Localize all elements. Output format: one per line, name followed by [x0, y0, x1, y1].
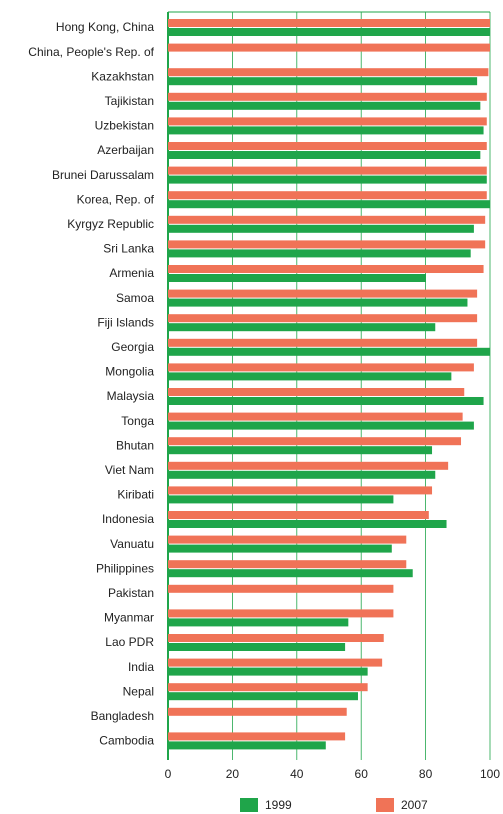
- bar: [168, 117, 487, 126]
- bar: [168, 347, 490, 356]
- bar: [168, 683, 368, 692]
- bar: [168, 388, 465, 396]
- bar: [168, 363, 474, 372]
- x-tick-label: 60: [355, 767, 369, 781]
- y-tick-label: Indonesia: [102, 512, 154, 526]
- y-tick-label: Brunei Darussalam: [52, 168, 154, 182]
- bar: [168, 323, 436, 332]
- y-tick-label: Kazakhstan: [91, 69, 154, 83]
- y-tick-label: Uzbekistan: [95, 119, 154, 133]
- bar: [168, 215, 486, 224]
- legend-swatch: [240, 798, 258, 812]
- bar: [168, 511, 429, 519]
- bar: [168, 520, 447, 528]
- y-tick-label: Philippines: [96, 561, 154, 575]
- bar: [168, 175, 487, 184]
- bar: [168, 265, 484, 273]
- bar: [168, 412, 463, 421]
- bar: [168, 732, 346, 741]
- y-tick-label: Bangladesh: [91, 709, 154, 723]
- bar: [168, 274, 426, 282]
- x-tick-label: 0: [165, 767, 172, 781]
- y-tick-label: Hong Kong, China: [56, 20, 154, 34]
- bar: [168, 240, 486, 249]
- bar: [168, 224, 474, 233]
- legend-label: 2007: [401, 798, 428, 812]
- bar: [168, 289, 478, 298]
- bar: [168, 618, 349, 627]
- bar: [168, 151, 481, 159]
- x-tick-label: 80: [419, 767, 433, 781]
- y-tick-label: Lao PDR: [105, 635, 154, 649]
- y-tick-label: Tajikistan: [105, 94, 154, 108]
- bar: [168, 560, 407, 569]
- bar: [168, 19, 490, 27]
- bar: [168, 461, 449, 470]
- legend-label: 1999: [265, 798, 292, 812]
- bar: [168, 544, 392, 553]
- y-tick-label: Kiribati: [117, 488, 154, 502]
- bar: [168, 68, 489, 77]
- x-tick-label: 100: [480, 767, 500, 781]
- y-tick-label: India: [128, 660, 154, 674]
- y-tick-label: Fiji Islands: [97, 315, 154, 329]
- y-tick-label: Myanmar: [104, 611, 154, 625]
- bar: [168, 495, 394, 504]
- y-tick-label: Nepal: [123, 684, 154, 698]
- y-tick-label: Georgia: [111, 340, 154, 354]
- bar: [168, 77, 478, 86]
- y-tick-label: Vanuatu: [110, 537, 154, 551]
- bar: [168, 446, 433, 455]
- bar: [168, 92, 487, 101]
- bar: [168, 298, 468, 307]
- legend-swatch: [376, 798, 394, 812]
- y-tick-label: Kyrgyz Republic: [67, 217, 154, 231]
- bar: [168, 535, 407, 544]
- y-tick-label: Malaysia: [107, 389, 155, 403]
- y-tick-label: Samoa: [116, 291, 154, 305]
- bar: [168, 142, 487, 150]
- bar: [168, 569, 413, 578]
- bar: [168, 421, 474, 430]
- bar: [168, 126, 484, 135]
- bar: [168, 249, 471, 258]
- bar: [168, 200, 490, 209]
- y-tick-label: Azerbaijan: [97, 143, 154, 157]
- bar: [168, 191, 487, 200]
- bar: [168, 338, 478, 347]
- y-tick-label: Viet Nam: [105, 463, 154, 477]
- x-tick-label: 20: [226, 767, 240, 781]
- y-tick-label: Armenia: [109, 266, 154, 280]
- y-tick-label: Mongolia: [105, 365, 154, 379]
- bar: [168, 372, 452, 381]
- bar: [168, 692, 358, 701]
- bar: [168, 634, 384, 642]
- bar: [168, 486, 433, 495]
- y-tick-label: Pakistan: [108, 586, 154, 600]
- bar: [168, 643, 346, 651]
- bar: [168, 437, 462, 446]
- y-tick-label: Tonga: [121, 414, 154, 428]
- bar: [168, 101, 481, 110]
- bar: [168, 609, 394, 618]
- y-tick-label: Korea, Rep. of: [77, 192, 155, 206]
- bar: [168, 658, 383, 667]
- bar: [168, 707, 347, 716]
- bar: [168, 584, 394, 593]
- bar: [168, 397, 484, 405]
- bar: [168, 28, 490, 36]
- y-tick-label: Cambodia: [99, 734, 154, 748]
- y-tick-label: Sri Lanka: [103, 242, 154, 256]
- bar: [168, 470, 436, 479]
- bar: [168, 741, 326, 750]
- bar: [168, 667, 368, 676]
- bar: [168, 314, 478, 323]
- bar: [168, 43, 490, 52]
- y-tick-label: China, People's Rep. of: [28, 45, 154, 59]
- y-tick-label: Bhutan: [116, 438, 154, 452]
- bar: [168, 166, 487, 175]
- x-tick-label: 40: [290, 767, 304, 781]
